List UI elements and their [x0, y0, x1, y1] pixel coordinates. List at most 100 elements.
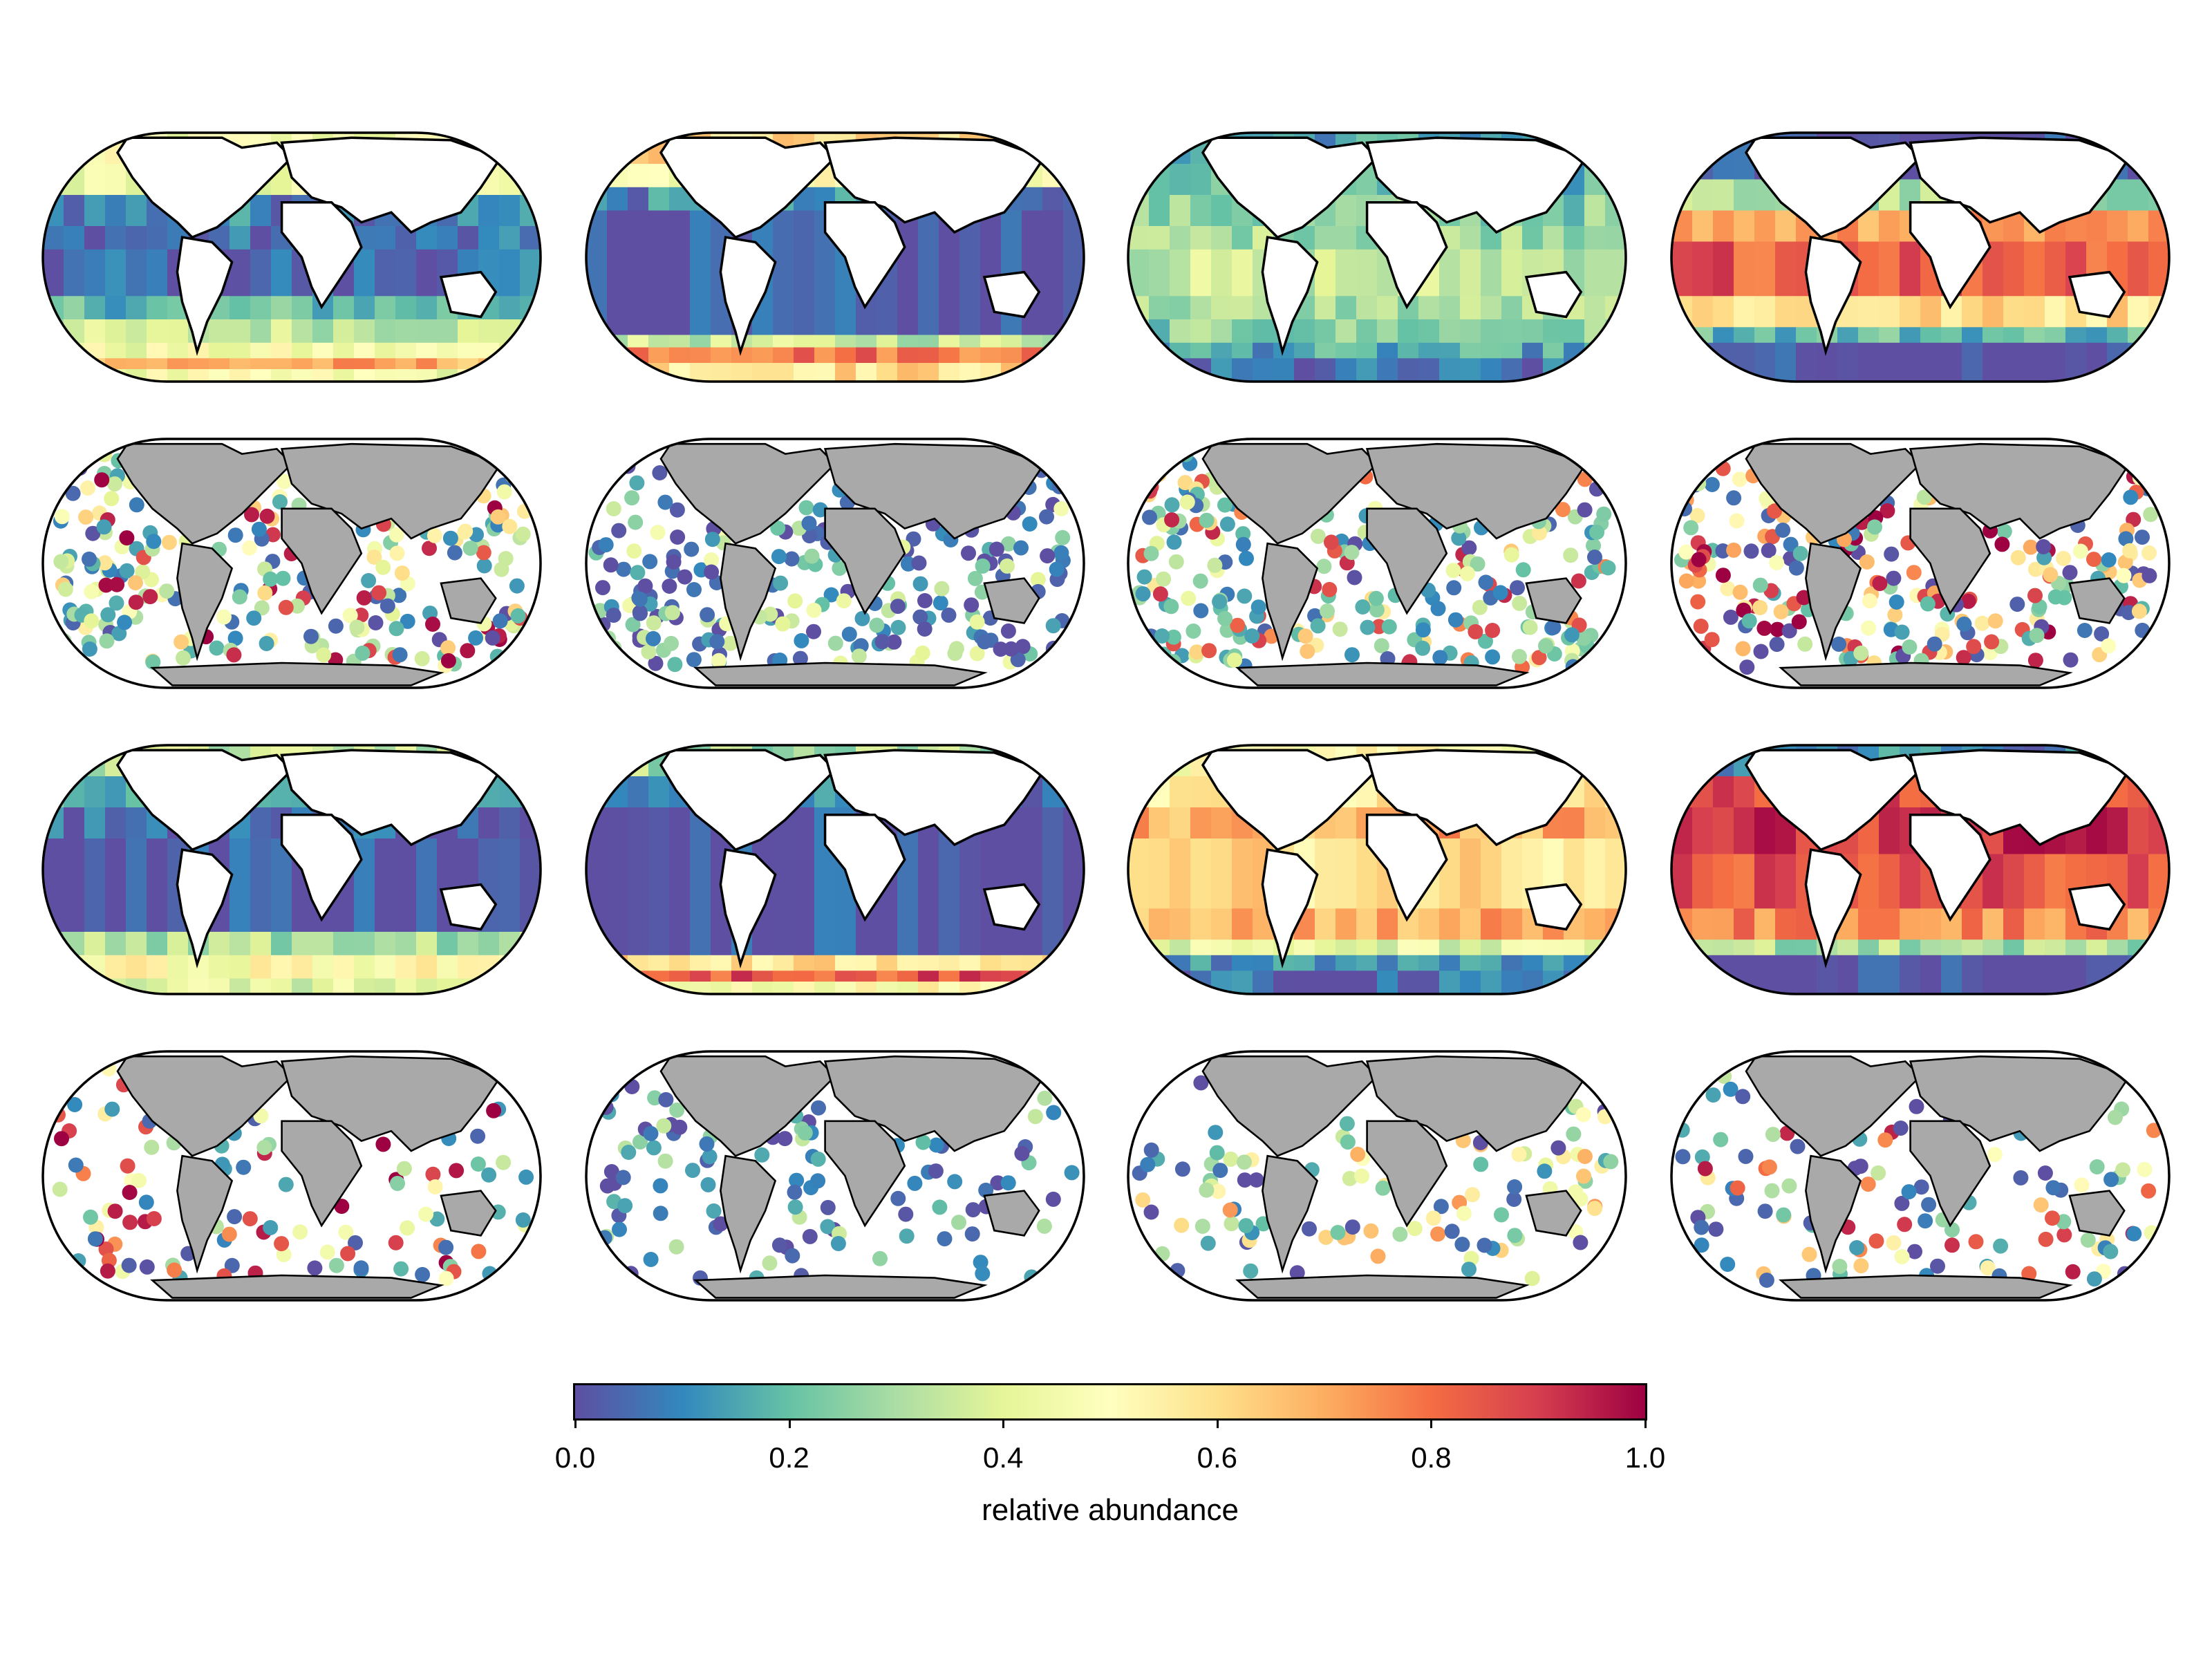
grid-cell	[395, 358, 417, 370]
observation-point	[440, 640, 456, 656]
observation-point	[1776, 1207, 1792, 1223]
grid-cell	[395, 369, 417, 382]
grid-cell	[1837, 939, 1859, 956]
grid-cell	[1315, 319, 1336, 344]
grid-cell	[1962, 342, 1983, 382]
grid-cell	[814, 363, 836, 382]
observation-point	[647, 1090, 663, 1106]
observation-point	[664, 605, 680, 621]
grid-cell	[1522, 319, 1544, 344]
observation-point	[667, 657, 683, 673]
grid-cell	[250, 296, 272, 320]
grid-cell	[1232, 226, 1253, 250]
observation-point	[226, 647, 242, 663]
continent	[1745, 442, 1922, 545]
land-mask	[1524, 883, 1583, 931]
observation-point	[1003, 641, 1019, 657]
observation-point	[1212, 594, 1228, 610]
map-border	[1127, 131, 1627, 383]
grid-cell	[1962, 296, 1983, 328]
observation-point	[246, 610, 262, 626]
grid-cell	[1356, 342, 1378, 359]
grid-cell	[1170, 226, 1191, 250]
grid-cell	[669, 347, 691, 364]
grid-cell	[1879, 939, 1900, 956]
grid-cell	[1335, 342, 1357, 359]
grid-cell	[814, 982, 836, 994]
observation-point	[1507, 1228, 1523, 1244]
grid-cell	[1418, 358, 1440, 382]
grid-cell	[1858, 327, 1880, 344]
grid-cell	[1211, 249, 1232, 297]
map-panel-r3c1	[41, 744, 542, 995]
observation-point	[379, 598, 395, 614]
grid-cell	[1170, 955, 1191, 971]
colorbar-label: relative abundance	[982, 1493, 1239, 1527]
grid-cell	[1063, 133, 1084, 165]
observation-point	[400, 1220, 415, 1236]
grid-cell	[669, 955, 691, 971]
grid-cell	[773, 347, 794, 364]
observation-point	[754, 1147, 770, 1163]
observation-point	[1720, 1257, 1736, 1272]
observation-point	[145, 654, 161, 670]
grid-cell	[1356, 908, 1378, 940]
grid-cell	[2128, 133, 2149, 180]
observation-point	[1222, 1202, 1238, 1218]
grid-cell	[1418, 955, 1440, 971]
grid-cell	[1439, 319, 1461, 344]
grid-cell	[1713, 296, 1734, 328]
grid-cell	[1941, 939, 1962, 956]
observation-point	[80, 480, 95, 496]
observation-point	[947, 1174, 963, 1190]
observation-point	[1764, 1183, 1780, 1199]
grid-cell	[1001, 955, 1022, 971]
grid-cell	[1713, 807, 1734, 855]
observation-point	[2065, 1264, 2081, 1280]
observation-point	[1444, 1224, 1460, 1239]
observation-point	[468, 630, 484, 646]
grid-cell	[1356, 249, 1378, 297]
observation-point	[1894, 1249, 1910, 1264]
grid-cell	[1211, 226, 1232, 250]
observation-point	[1741, 613, 1757, 629]
observation-point	[2033, 1197, 2049, 1213]
observation-point	[1974, 615, 1990, 631]
observation-point	[1694, 1219, 1709, 1235]
land-mask	[115, 136, 294, 239]
map-border	[1127, 438, 1627, 689]
grid-cell	[1022, 187, 1043, 212]
observation-point	[120, 1158, 135, 1174]
observation-point	[122, 1185, 138, 1200]
observation-point	[1801, 1246, 1817, 1262]
grid-cell	[1063, 745, 1084, 777]
observation-point	[227, 1209, 243, 1225]
observation-point	[1689, 507, 1705, 523]
observation-point	[1062, 458, 1078, 474]
observation-point	[801, 516, 817, 532]
grid-cell	[437, 932, 458, 956]
grid-cell	[1734, 179, 1755, 212]
observation-point	[100, 607, 116, 623]
grid-cell	[607, 210, 628, 336]
observation-point	[392, 647, 408, 663]
grid-cell	[1022, 982, 1043, 994]
grid-cell	[1149, 745, 1170, 777]
observation-point	[798, 500, 814, 516]
grid-cell	[354, 319, 375, 344]
grid-cell	[1211, 342, 1232, 359]
grid-cell	[1170, 745, 1191, 777]
observation-point	[713, 1216, 729, 1232]
grid-cell	[126, 319, 147, 344]
grid-cell	[2107, 210, 2128, 243]
grid-cell	[499, 807, 521, 839]
grid-cell	[1671, 745, 1693, 777]
observation-point	[1037, 1090, 1053, 1106]
observation-point	[1532, 525, 1547, 541]
observation-point	[1000, 1175, 1016, 1191]
observation-point	[1200, 1235, 1216, 1251]
grid-cell	[1481, 342, 1502, 359]
grid-cell	[1734, 939, 1755, 956]
grid-cell	[586, 971, 608, 982]
grid-cell	[1315, 838, 1336, 909]
